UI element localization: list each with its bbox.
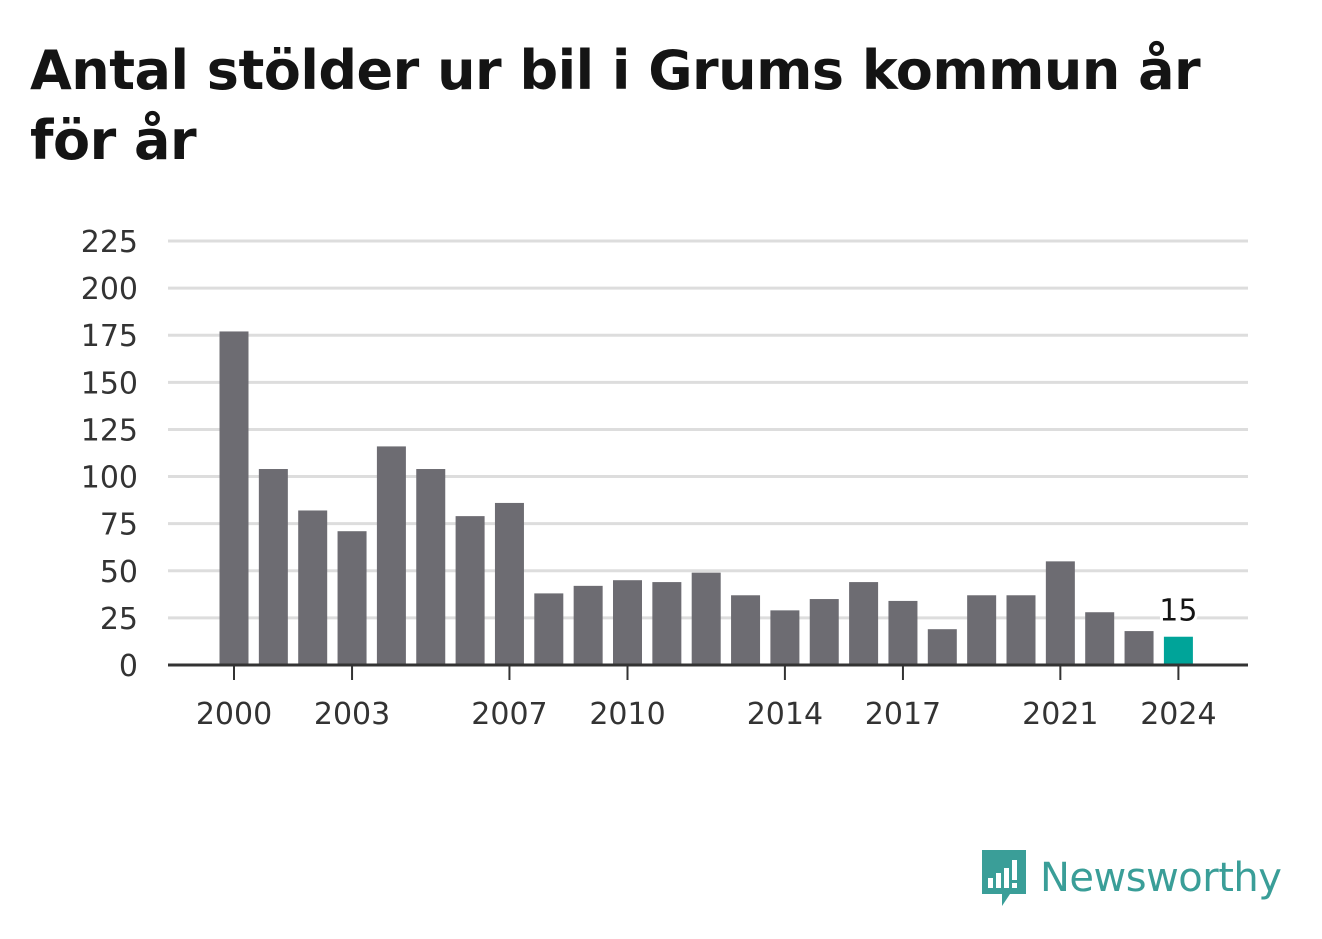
bar-2020 [1006, 595, 1036, 665]
bar-2010 [613, 580, 642, 665]
y-tick-label: 150 [81, 366, 138, 401]
x-tick-label: 2000 [196, 697, 272, 732]
x-tick-label: 2017 [865, 697, 941, 732]
brand-logo: Newsworthy [980, 848, 1282, 908]
bar-2015 [809, 599, 839, 665]
x-tick-label: 2007 [471, 697, 547, 732]
bar-2000 [219, 331, 249, 665]
bar-2018 [927, 629, 957, 665]
bar-2001 [258, 469, 288, 665]
bar-2007 [494, 502, 524, 665]
bar-2008 [534, 593, 564, 665]
bar-2021 [1045, 561, 1075, 665]
x-tick-label: 2014 [747, 697, 823, 732]
x-tick-label: 2024 [1140, 697, 1216, 732]
bar-2016 [849, 582, 879, 665]
bar-2004 [376, 446, 406, 665]
bar-2022 [1085, 612, 1115, 665]
bar-2003 [337, 531, 367, 665]
y-tick-label: 175 [81, 319, 138, 354]
bar-highlight-2024 [1163, 636, 1193, 665]
data-label-highlight: 15 [1159, 594, 1197, 629]
bar-2017 [888, 600, 918, 665]
y-tick-label: 0 [119, 649, 138, 684]
y-axis-tick-labels: 0 25 50 75 100 125 150 175 200 225 [81, 225, 138, 684]
x-tick-label: 2010 [589, 697, 665, 732]
bar-2005 [416, 469, 446, 665]
bar-2009 [573, 585, 603, 665]
bar-2012 [691, 572, 721, 665]
data-labels: 15 [1156, 591, 1200, 632]
brand-name: Newsworthy [1040, 855, 1282, 901]
bar-2006 [455, 516, 485, 665]
x-tick-label: 2021 [1022, 697, 1098, 732]
grid-lines [168, 239, 1248, 620]
y-tick-label: 75 [100, 508, 138, 543]
bar-2011 [652, 582, 682, 665]
y-tick-label: 200 [81, 272, 138, 307]
y-tick-label: 50 [100, 555, 138, 590]
bar-2014 [770, 610, 800, 665]
chart-title: Antal stölder ur bil i Grums kommun år f… [30, 39, 1201, 172]
newsworthy-logo-icon [982, 850, 1026, 906]
bars [219, 331, 1193, 665]
bar-2023 [1124, 631, 1154, 665]
x-axis-ticks: 2000 2003 2007 2010 2014 2017 2021 2024 [196, 665, 1217, 732]
x-tick-label: 2003 [314, 697, 390, 732]
bar-2013 [731, 595, 761, 665]
bar-2019 [967, 595, 997, 665]
y-tick-label: 100 [81, 461, 138, 496]
y-tick-label: 25 [100, 602, 138, 637]
y-tick-label: 125 [81, 413, 138, 448]
bar-2002 [298, 510, 328, 665]
y-tick-label: 225 [81, 225, 138, 260]
